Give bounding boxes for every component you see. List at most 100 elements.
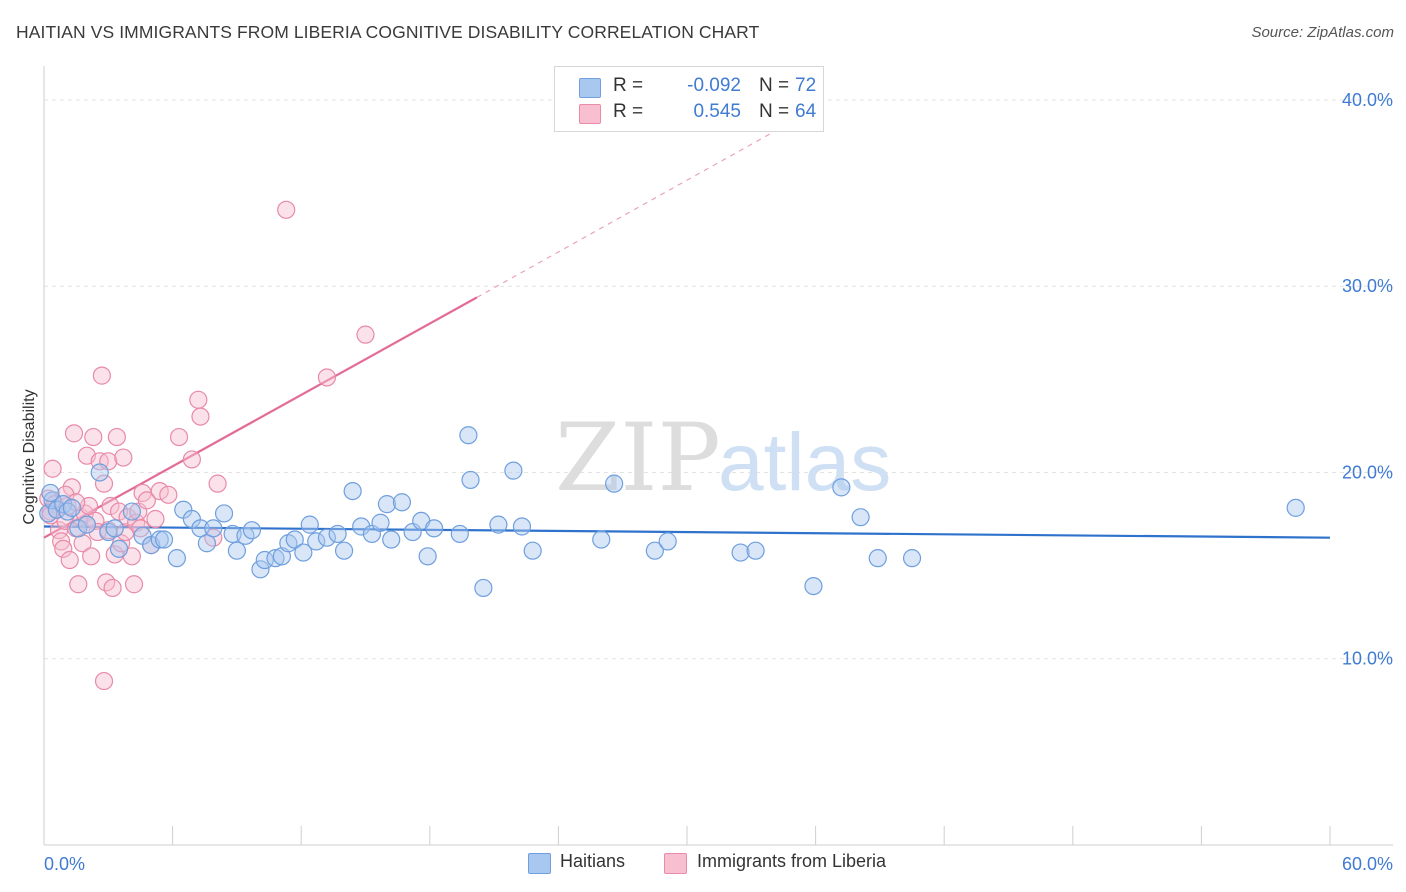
haitian-point	[294, 543, 313, 562]
correlation-legend: R = -0.092 N = 72 R = 0.545 N = 64	[554, 66, 824, 132]
bottom-legend-label-haitians: Haitians	[560, 851, 626, 871]
haitian-point	[109, 539, 129, 558]
liberia-point	[159, 485, 178, 504]
legend-r-value: 0.545	[693, 101, 741, 122]
y-tick-label: 10.0%	[1342, 649, 1393, 669]
series-immigrants-from-liberia	[39, 200, 375, 691]
haitian-point	[328, 524, 347, 544]
haitian-point	[285, 530, 304, 549]
liberia-point	[182, 450, 201, 469]
liberia-point	[277, 200, 296, 219]
haitian-point	[352, 517, 371, 536]
haitian-point	[804, 576, 823, 596]
haitian-point	[523, 541, 542, 560]
haitian-point	[371, 513, 390, 532]
haitian-point	[90, 463, 109, 482]
watermark-zip: ZIP	[555, 404, 721, 513]
liberia-point	[191, 407, 210, 426]
liberia-point	[189, 390, 208, 409]
haitian-point	[251, 560, 270, 579]
haitian-point	[43, 491, 62, 510]
liberia-point	[43, 459, 62, 478]
haitian-point	[868, 549, 887, 568]
haitian-point	[105, 519, 124, 538]
liberia-point	[82, 547, 101, 566]
legend-swatch-haitians	[579, 78, 601, 98]
legend-n-label: N =	[759, 75, 790, 96]
haitian-point	[122, 502, 141, 521]
haitian-point	[461, 470, 480, 490]
haitian-point	[382, 530, 401, 549]
haitian-point	[300, 515, 319, 534]
chart-title: HAITIAN VS IMMIGRANTS FROM LIBERIA COGNI…	[16, 22, 760, 42]
liberia-point	[169, 427, 189, 447]
liberia-point	[64, 424, 84, 443]
haitian-point	[227, 541, 246, 560]
liberia-point	[137, 491, 156, 510]
haitian-point	[459, 426, 478, 445]
liberia-point	[94, 474, 114, 493]
liberia-point	[103, 578, 122, 598]
haitian-point	[307, 532, 326, 551]
trend-line-liberia	[43, 296, 478, 539]
haitian-point	[392, 493, 412, 512]
x-tick-label-max: 60.0%	[1342, 854, 1393, 874]
liberia-point	[114, 448, 133, 467]
legend-n-value: 64	[795, 101, 817, 122]
liberia-point	[52, 532, 71, 551]
haitian-point	[474, 578, 493, 598]
haitian-point	[62, 498, 81, 517]
haitian-point	[450, 524, 469, 544]
haitian-point	[343, 481, 362, 501]
liberia-point	[131, 519, 150, 538]
haitian-point	[832, 478, 851, 497]
haitian-point	[150, 530, 169, 549]
haitian-point	[645, 541, 664, 560]
haitian-point	[424, 519, 444, 538]
haitian-point	[77, 515, 96, 534]
haitian-point	[504, 461, 523, 480]
haitian-point	[214, 504, 234, 523]
liberia-point	[84, 427, 103, 447]
haitian-point	[41, 483, 60, 503]
legend-n-label: N =	[759, 101, 790, 122]
haitian-point	[902, 549, 922, 568]
liberia-point	[107, 427, 126, 447]
haitian-point	[746, 541, 765, 560]
haitian-point	[658, 532, 677, 551]
haitian-point	[489, 515, 508, 534]
haitian-point	[592, 530, 611, 549]
y-tick-label: 30.0%	[1342, 276, 1393, 296]
series-haitians	[39, 426, 1305, 598]
axes	[43, 66, 1393, 846]
gridlines	[44, 99, 1393, 660]
liberia-point	[73, 534, 92, 553]
trend-line-liberia-extension	[476, 119, 795, 298]
liberia-point	[60, 550, 79, 570]
haitian-point	[1286, 498, 1305, 517]
liberia-point	[124, 575, 144, 594]
haitian-point	[242, 521, 262, 540]
haitian-point	[167, 549, 186, 568]
legend-r-value: -0.092	[687, 75, 741, 96]
liberia-point	[69, 575, 88, 594]
liberia-point	[146, 509, 165, 529]
haitian-point	[334, 541, 354, 560]
haitian-point	[317, 528, 337, 547]
liberia-point	[317, 368, 337, 387]
y-tick-label: 40.0%	[1342, 90, 1393, 110]
liberia-point	[356, 325, 375, 344]
legend-r-label: R =	[613, 101, 644, 122]
bottom-legend-label-liberia: Immigrants from Liberia	[697, 851, 887, 871]
haitian-point	[266, 549, 285, 568]
haitian-point	[851, 508, 870, 527]
bottom-legend-swatch-haitians	[528, 853, 551, 874]
x-tick-label-min: 0.0%	[44, 854, 85, 874]
legend-n-value: 72	[795, 75, 817, 96]
haitian-point	[605, 474, 624, 493]
liberia-point	[208, 474, 227, 493]
haitian-point	[377, 495, 397, 514]
haitian-point	[512, 517, 532, 536]
legend-r-label: R =	[613, 75, 644, 96]
haitian-point	[154, 530, 174, 549]
